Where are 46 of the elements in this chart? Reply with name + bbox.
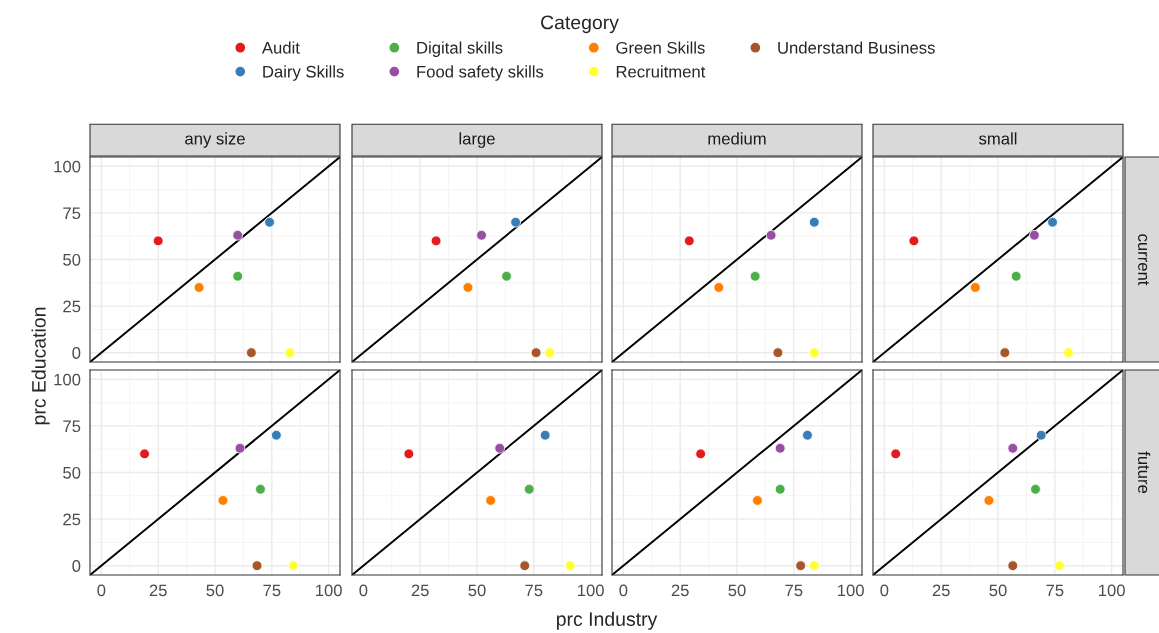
x-axis-title: prc Industry [556,611,658,630]
chart-title: large [459,132,495,148]
y-tick-label: 100 [54,160,81,173]
x-tick-label: 50 [989,584,1007,597]
legend-label: Understand Business [778,41,935,54]
legend-label: Food safety skills [417,65,544,81]
x-tick-label: 25 [149,584,167,597]
y-axis-title: prc Education [31,307,50,425]
y-tick-label: 0 [72,560,81,572]
chart-title: any size [185,132,245,148]
x-tick-label: 100 [838,584,864,597]
text: future [1138,451,1151,494]
x-tick-label: 0 [619,584,628,597]
legend-title: Category [541,15,619,34]
legend-label: Digital skills [417,41,503,57]
legend-label: Recruitment [616,65,706,78]
x-tick-label: 50 [728,584,746,597]
x-tick-label: 75 [785,584,803,597]
y-tick-label: 75 [63,420,81,433]
y-tick-label: 50 [63,253,81,266]
x-tick-label: 100 [316,584,342,597]
legend-label: Green Skills [616,41,705,54]
x-tick-label: 25 [671,584,689,597]
x-tick-label: 100 [578,584,604,597]
legend-label: Audit [261,41,300,54]
y-tick-label: 50 [63,466,81,479]
x-tick-label: 75 [525,584,543,597]
x-tick-label: 50 [468,584,486,597]
x-tick-label: 75 [263,584,281,597]
x-tick-label: 25 [411,584,429,597]
x-tick-label: 0 [880,584,889,597]
x-tick-label: 25 [932,584,950,597]
y-tick-label: 25 [63,513,81,526]
y-tick-label: 100 [54,373,81,386]
text: current [1138,234,1149,286]
chart-title: medium [708,132,766,145]
y-tick-label: 75 [63,207,81,220]
y-tick-label: 0 [72,347,81,359]
x-tick-label: 0 [97,584,106,597]
chart-title: small [979,132,1017,145]
x-tick-label: 75 [1046,584,1064,597]
x-tick-label: 0 [359,584,368,597]
x-tick-label: 50 [206,584,224,597]
legend-label: Dairy Skills [263,65,344,81]
x-tick-label: 100 [1099,584,1125,597]
y-tick-label: 25 [63,300,81,313]
